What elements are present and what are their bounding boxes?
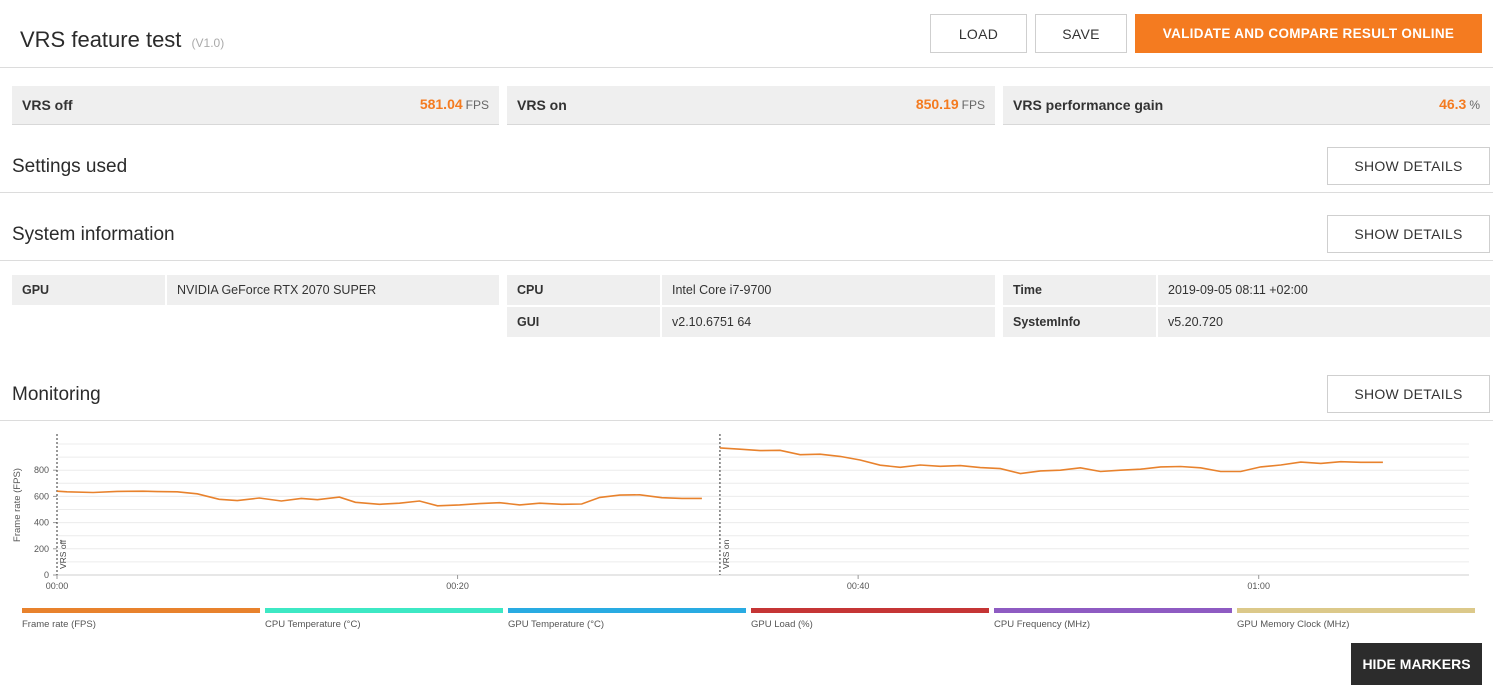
legend-item[interactable]: GPU Load (%): [751, 608, 989, 630]
legend-item[interactable]: GPU Memory Clock (MHz): [1237, 608, 1475, 630]
legend-item[interactable]: CPU Temperature (°C): [265, 608, 503, 630]
marker-label: VRS on: [721, 539, 731, 569]
load-button[interactable]: LOAD: [930, 14, 1027, 53]
time-key: Time: [1003, 275, 1156, 305]
divider: [0, 420, 1493, 421]
header-bar: VRS feature test (V1.0) LOAD SAVE VALIDA…: [0, 0, 1493, 68]
cpu-value: Intel Core i7-9700: [662, 275, 995, 305]
time-value: 2019-09-05 08:11 +02:00: [1158, 275, 1490, 305]
gpu-value: NVIDIA GeForce RTX 2070 SUPER: [167, 275, 499, 305]
result-label: VRS off: [22, 97, 73, 113]
result-vrs-off: VRS off 581.04 FPS: [12, 86, 499, 125]
legend-item[interactable]: GPU Temperature (°C): [508, 608, 746, 630]
legend-label: GPU Load (%): [751, 619, 813, 630]
legend-color-bar: [751, 608, 989, 613]
marker-label: VRS off: [58, 539, 68, 569]
result-unit: %: [1469, 98, 1480, 112]
legend-color-bar: [508, 608, 746, 613]
result-unit: FPS: [961, 98, 985, 112]
divider: [0, 192, 1493, 193]
y-tick-label: 600: [34, 491, 49, 501]
frame-rate-line: [56, 490, 702, 507]
result-unit: FPS: [465, 98, 489, 112]
y-axis-ticks: 0 200 400 600 800: [34, 465, 57, 580]
page-title: VRS feature test (V1.0): [20, 27, 224, 53]
result-value: 581.04: [419, 96, 463, 112]
result-label: VRS on: [517, 97, 567, 113]
y-axis-label: Frame rate (FPS): [12, 468, 23, 542]
result-label: VRS performance gain: [1013, 97, 1164, 113]
x-axis-ticks: 00:00 00:20 00:40 01:00: [46, 575, 1270, 591]
systeminfo-key: SystemInfo: [1003, 307, 1156, 337]
systeminfo-value: v5.20.720: [1158, 307, 1490, 337]
monitoring-chart: 0 200 400 600 800 00:00 00:20 00:40 01:00 VRS o…: [12, 434, 1469, 591]
legend-color-bar: [22, 608, 260, 613]
result-value: 850.19: [915, 96, 959, 112]
validate-compare-online-button[interactable]: VALIDATE AND COMPARE RESULT ONLINE: [1135, 14, 1482, 53]
legend-color-bar: [994, 608, 1232, 613]
gui-value: v2.10.6751 64: [662, 307, 995, 337]
legend-label: GPU Temperature (°C): [508, 619, 605, 630]
x-tick-label: 00:40: [847, 581, 870, 591]
system-info-title: System information: [12, 224, 175, 245]
system-show-details-button[interactable]: SHOW DETAILS: [1327, 215, 1490, 253]
result-vrs-on: VRS on 850.19 FPS: [507, 86, 995, 125]
divider: [0, 260, 1493, 261]
legend-label: GPU Memory Clock (MHz): [1237, 619, 1350, 630]
cpu-key: CPU: [507, 275, 660, 305]
legend-color-bar: [1237, 608, 1475, 613]
chart-markers: VRS off VRS on: [56, 434, 731, 575]
gpu-key: GPU: [12, 275, 165, 305]
settings-show-details-button[interactable]: SHOW DETAILS: [1327, 147, 1490, 185]
result-value: 46.3: [1439, 96, 1467, 112]
gui-key: GUI: [507, 307, 660, 337]
y-tick-label: 0: [44, 570, 49, 580]
y-tick-label: 800: [34, 465, 49, 475]
legend-item[interactable]: Frame rate (FPS): [22, 608, 260, 630]
monitoring-show-details-button[interactable]: SHOW DETAILS: [1327, 375, 1490, 413]
legend-label: CPU Temperature (°C): [265, 619, 361, 630]
test-version: (V1.0): [191, 36, 225, 50]
monitoring-title: Monitoring: [12, 384, 101, 405]
legend-label: Frame rate (FPS): [22, 619, 96, 630]
chart-grid: [57, 443, 1469, 576]
legend-item[interactable]: CPU Frequency (MHz): [994, 608, 1232, 630]
x-tick-label: 00:20: [446, 581, 469, 591]
chart-lines: [56, 447, 1383, 507]
y-tick-label: 400: [34, 518, 49, 528]
result-vrs-gain: VRS performance gain 46.3%: [1003, 86, 1490, 125]
x-tick-label: 01:00: [1247, 581, 1270, 591]
hide-markers-button[interactable]: HIDE MARKERS: [1351, 643, 1482, 685]
settings-title: Settings used: [12, 156, 128, 177]
save-button[interactable]: SAVE: [1035, 14, 1127, 53]
test-name: VRS feature test: [20, 27, 182, 52]
y-tick-label: 200: [34, 544, 49, 554]
legend-label: CPU Frequency (MHz): [994, 619, 1091, 630]
legend-color-bar: [265, 608, 503, 613]
frame-rate-line: [719, 447, 1383, 475]
x-tick-label: 00:00: [46, 581, 69, 591]
